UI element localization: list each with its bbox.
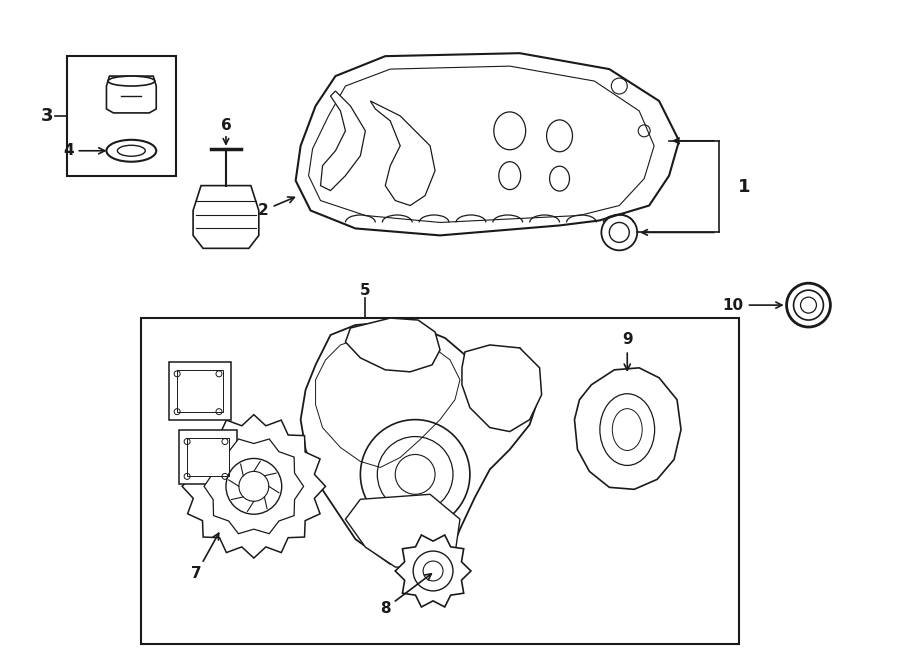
Polygon shape bbox=[106, 76, 157, 113]
Ellipse shape bbox=[108, 76, 155, 86]
Ellipse shape bbox=[106, 140, 157, 162]
Polygon shape bbox=[296, 53, 679, 235]
Polygon shape bbox=[462, 345, 542, 432]
Text: 6: 6 bbox=[220, 118, 231, 134]
Polygon shape bbox=[346, 318, 440, 372]
Polygon shape bbox=[370, 101, 435, 206]
Text: 9: 9 bbox=[622, 332, 633, 370]
Polygon shape bbox=[309, 66, 654, 223]
Polygon shape bbox=[320, 91, 365, 190]
Ellipse shape bbox=[117, 145, 145, 156]
Text: 10: 10 bbox=[723, 297, 782, 313]
Text: 8: 8 bbox=[380, 574, 431, 616]
Bar bbox=[169, 362, 231, 420]
Polygon shape bbox=[395, 535, 471, 607]
Bar bbox=[141, 318, 739, 644]
Text: 2: 2 bbox=[258, 197, 294, 218]
Text: 5: 5 bbox=[360, 283, 371, 297]
Polygon shape bbox=[574, 368, 681, 489]
Polygon shape bbox=[204, 439, 303, 533]
Text: 1: 1 bbox=[737, 178, 750, 196]
Polygon shape bbox=[182, 414, 326, 558]
Polygon shape bbox=[316, 335, 460, 467]
Bar bbox=[67, 56, 176, 176]
Text: 3: 3 bbox=[40, 107, 53, 125]
Bar bbox=[179, 430, 237, 485]
Bar bbox=[177, 370, 223, 412]
Text: 7: 7 bbox=[191, 533, 219, 582]
Polygon shape bbox=[301, 322, 540, 569]
Text: 4: 4 bbox=[63, 143, 104, 158]
Polygon shape bbox=[194, 186, 259, 249]
Bar bbox=[187, 438, 229, 477]
Polygon shape bbox=[346, 494, 460, 569]
